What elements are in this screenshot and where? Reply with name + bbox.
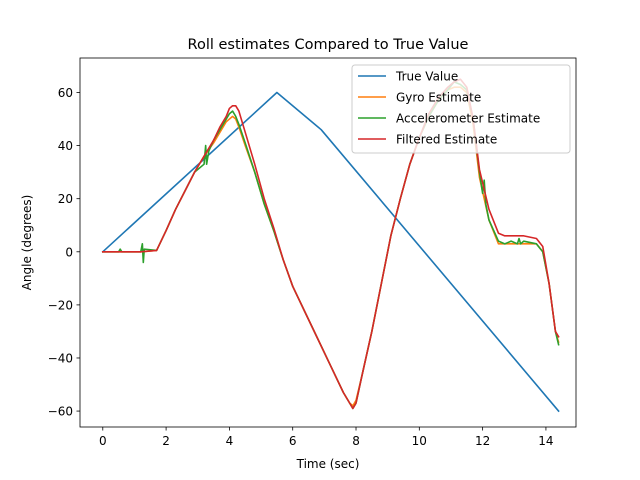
x-tick-label: 6 (289, 434, 297, 448)
y-tick-label: 40 (58, 139, 73, 153)
legend-box (351, 64, 571, 154)
y-axis-label: Angle (degrees) (20, 195, 34, 291)
plot-lines (101, 78, 560, 413)
y-tick-label: 20 (58, 192, 73, 206)
y-tick-label: −20 (48, 298, 73, 312)
legend-label: True Value (395, 70, 458, 84)
legend-label: Accelerometer Estimate (396, 112, 540, 126)
x-tick-label: 0 (99, 434, 107, 448)
chart-title: Roll estimates Compared to True Value (188, 37, 469, 53)
y-tick-label: −40 (48, 351, 73, 365)
series-line-filtered-estimate (101, 78, 560, 410)
y-tick-label: −60 (48, 405, 73, 419)
y-tick-label: 60 (58, 86, 73, 100)
x-tick-label: 8 (352, 434, 360, 448)
x-axis-label: Time (sec) (296, 457, 360, 471)
x-tick-label: 10 (412, 434, 427, 448)
x-tick-label: 4 (226, 434, 234, 448)
x-tick-label: 14 (538, 434, 553, 448)
y-tick-label: 0 (65, 245, 73, 259)
x-tick-label: 12 (475, 434, 490, 448)
legend: True Value Gyro Estimate Accelerometer Est… (351, 64, 571, 154)
plot-area-frame (79, 57, 577, 428)
legend-label: Gyro Estimate (396, 91, 481, 105)
x-axis-ticks: 0 2 4 6 8 10 12 14 (99, 427, 554, 448)
legend-label: Filtered Estimate (396, 133, 497, 147)
x-tick-label: 2 (162, 434, 170, 448)
y-axis-ticks: −60 −40 −20 0 20 40 60 (48, 86, 80, 419)
series-line-true-value (101, 91, 560, 413)
